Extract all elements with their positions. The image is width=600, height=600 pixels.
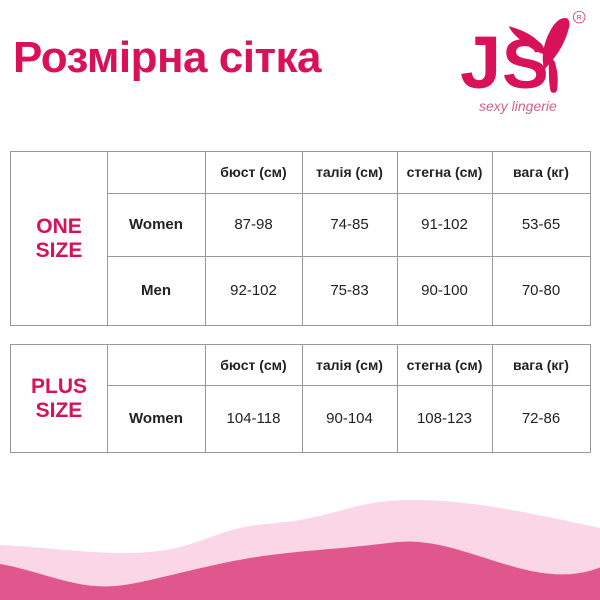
svg-text:sexy lingerie: sexy lingerie: [479, 98, 557, 114]
svg-text:J: J: [460, 21, 497, 104]
svg-text:R: R: [577, 14, 582, 21]
